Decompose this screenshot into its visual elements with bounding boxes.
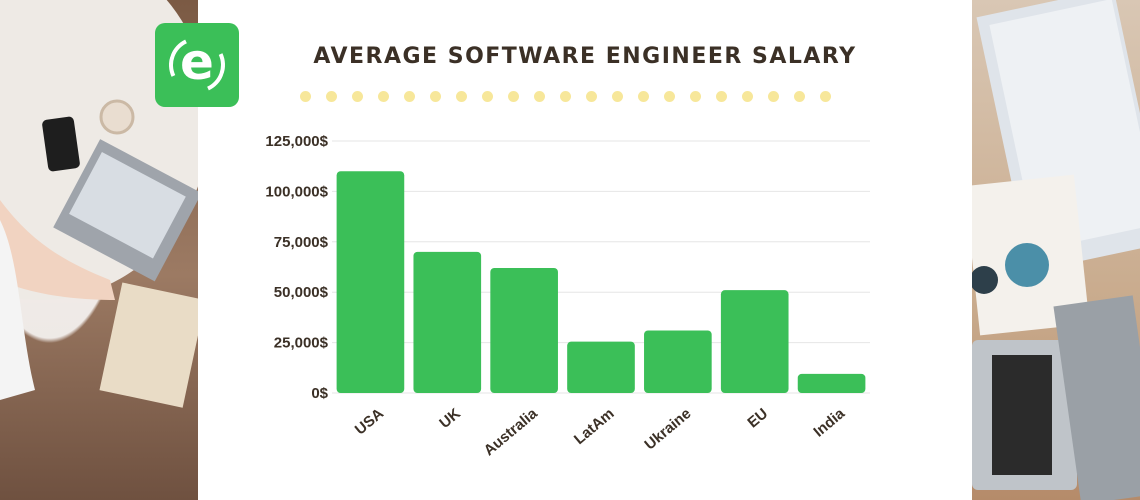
bar-uk [413, 251, 482, 393]
divider-dot [690, 91, 701, 102]
divider-dot [430, 91, 441, 102]
y-tick-label: 125,000$ [265, 133, 328, 150]
desk-photo-left-illustration [0, 0, 198, 408]
desk-photo-right-illustration [972, 0, 1140, 500]
divider-dot [378, 91, 389, 102]
bar-eu [720, 290, 789, 393]
y-axis-ticks: 0$ 25,000$ 50,000$ 75,000$ 100,000$ 125,000$ [265, 133, 328, 402]
divider-dot [482, 91, 493, 102]
divider-dot [326, 91, 337, 102]
background-photo-right [972, 0, 1140, 500]
divider-dot [638, 91, 649, 102]
bar-chart: 0$25,000$50,000$75,000$100,000$125,000$ … [265, 133, 870, 460]
divider-dot [352, 91, 363, 102]
title-dot-divider [300, 91, 840, 103]
y-tick-label: 75,000$ [274, 234, 329, 251]
x-axis-ticks: USA UK Australia LatAm Ukraine EU India [352, 405, 849, 460]
divider-dot [612, 91, 623, 102]
divider-dot [404, 91, 415, 102]
bar-ukraine [644, 330, 712, 393]
logo-letter: e [180, 33, 214, 91]
y-tick-label: 50,000$ [274, 284, 329, 301]
chart-card [198, 0, 972, 500]
divider-dot [534, 91, 545, 102]
bar-usa [336, 171, 405, 393]
divider-dot [664, 91, 675, 102]
divider-dot [794, 91, 805, 102]
divider-dot [742, 91, 753, 102]
x-tick-label: Ukraine [641, 405, 694, 453]
x-tick-label: Australia [481, 405, 542, 460]
bar-india [797, 373, 866, 393]
x-tick-label: India [810, 405, 848, 441]
chart-title: AVERAGE SOFTWARE ENGINEER SALARY [313, 44, 857, 69]
x-tick-label: EU [744, 405, 771, 431]
brand-logo: e [155, 23, 239, 107]
y-tick-label: 100,000$ [265, 183, 328, 200]
divider-dot [300, 91, 311, 102]
divider-dot [560, 91, 571, 102]
divider-dot [508, 91, 519, 102]
x-tick-label: LatAm [571, 405, 618, 448]
divider-dot [456, 91, 467, 102]
divider-dot [716, 91, 727, 102]
bar-australia [490, 268, 558, 393]
divider-dot [820, 91, 831, 102]
y-tick-label: 0$ [311, 385, 328, 402]
divider-dot [586, 91, 597, 102]
divider-dot [768, 91, 779, 102]
x-tick-label: USA [352, 405, 387, 438]
bar-latam [567, 341, 635, 393]
x-tick-label: UK [436, 405, 464, 432]
bars [336, 171, 866, 393]
y-tick-label: 25,000$ [274, 335, 329, 352]
